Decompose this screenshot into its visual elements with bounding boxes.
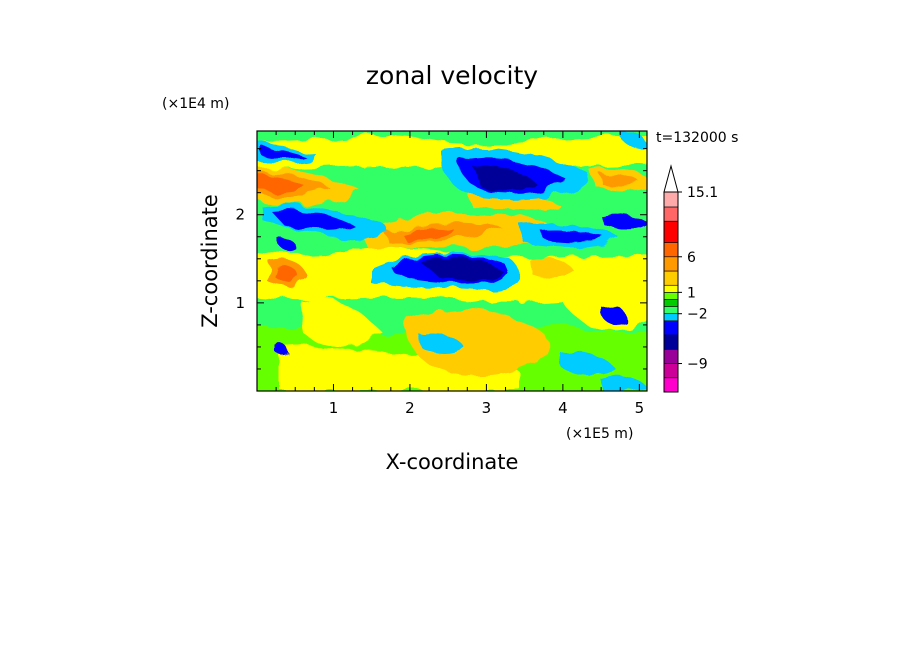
x-tick-label: 1 [329, 399, 339, 417]
colorbar-segment [663, 242, 679, 258]
colorbar-segment [663, 363, 679, 379]
colorbar-segment [663, 334, 679, 350]
colorbar-segment [663, 299, 679, 307]
x-axis-ticks: 1 2 3 4 5 [275, 131, 645, 417]
velocity-field [257, 131, 647, 391]
colorbar-segment [663, 206, 679, 222]
x-tick-label: 4 [558, 399, 568, 417]
colorbar-segment [663, 320, 679, 336]
colorbar-segment [663, 313, 679, 322]
y-axis-ticks: 12 [235, 148, 647, 370]
x-axis-unit: (×1E5 m) [566, 426, 633, 442]
y-tick-label: 2 [235, 206, 245, 224]
colorbar-segment [663, 256, 679, 272]
colorbar-tick-label: 6 [687, 250, 696, 266]
y-axis-label: Z-coordinate [198, 194, 222, 328]
colorbar-segment [663, 377, 679, 393]
colorbar-segment [663, 191, 679, 208]
y-tick-label: 1 [235, 294, 245, 312]
colorbar-segment [663, 292, 679, 300]
colorbar-tick-label: −2 [687, 307, 708, 323]
chart-title: zonal velocity [366, 61, 538, 90]
plot-frame [256, 130, 648, 392]
colorbar-segment [663, 220, 679, 243]
colorbar: 15.1 6 1 −2 −9 [663, 164, 718, 393]
x-tick-label: 2 [405, 399, 415, 417]
time-label: t=132000 s [656, 130, 738, 146]
colorbar-extend-arrow [663, 164, 679, 193]
y-axis-unit: (×1E4 m) [162, 96, 229, 112]
x-tick-label: 5 [635, 399, 645, 417]
colorbar-tick-label: −9 [687, 357, 708, 373]
x-axis-label: X-coordinate [386, 450, 519, 474]
x-tick-label: 3 [482, 399, 492, 417]
colorbar-segment [663, 306, 679, 315]
colorbar-segment [663, 284, 679, 293]
colorbar-segment [663, 270, 679, 286]
colorbar-tick-label: 15.1 [687, 185, 718, 201]
colorbar-segment [663, 348, 679, 364]
colorbar-tick-label: 1 [687, 285, 696, 301]
